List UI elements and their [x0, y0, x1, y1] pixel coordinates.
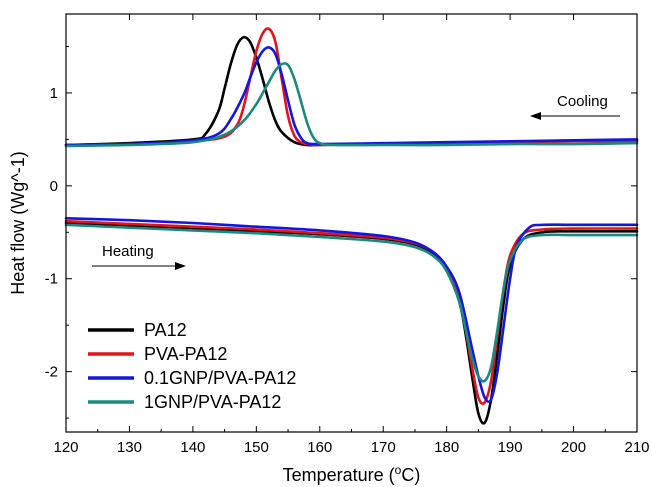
legend-label-pa12: PA12 [144, 320, 187, 340]
x-tick-label: 140 [180, 439, 205, 456]
y-axis-title: Heat flow (Wg^-1) [8, 151, 28, 294]
cooling-label: Cooling [557, 93, 608, 110]
x-axis: 120 130 140 150 160 170 180 190 200 210 [53, 14, 650, 456]
y-tick-label: 0 [50, 178, 58, 195]
x-tick-label: 190 [498, 439, 523, 456]
legend-label-1gnp: 1GNP/PVA-PA12 [144, 392, 281, 412]
y-axis: -2 -1 0 1 [45, 46, 637, 419]
x-tick-label: 150 [244, 439, 269, 456]
legend: PA12 PVA-PA12 0.1GNP/PVA-PA12 1GNP/PVA-P… [88, 320, 296, 412]
x-tick-label: 120 [53, 439, 78, 456]
y-tick-label: -1 [45, 271, 58, 288]
legend-item-pa12: PA12 [88, 320, 187, 340]
legend-item-1gnp: 1GNP/PVA-PA12 [88, 392, 281, 412]
x-tick-label: 210 [624, 439, 649, 456]
x-tick-label: 180 [434, 439, 459, 456]
annotations: Cooling Heating [92, 93, 620, 270]
heating-arrow-icon [92, 262, 186, 270]
series-line-cooling-1 [64, 27, 639, 147]
x-tick-label: 200 [561, 439, 586, 456]
series-line-cooling-3 [64, 62, 639, 148]
series-line-cooling-0 [64, 35, 639, 147]
x-tick-label: 160 [307, 439, 332, 456]
series-line-heating-2 [64, 217, 639, 404]
heating-label: Heating [102, 243, 154, 260]
legend-label-0.1gnp: 0.1GNP/PVA-PA12 [144, 368, 296, 388]
legend-label-pva-pa12: PVA-PA12 [144, 344, 227, 364]
series-layer [64, 27, 639, 425]
cooling-arrow-icon [530, 112, 620, 120]
series-line-cooling-2 [64, 46, 639, 147]
x-tick-label: 130 [117, 439, 142, 456]
series-line-heating-3 [64, 223, 639, 383]
x-axis-title-text: Temperature ( [283, 465, 395, 485]
x-axis-title: Temperature (oC) [283, 463, 421, 485]
legend-item-0.1gnp: 0.1GNP/PVA-PA12 [88, 368, 296, 388]
x-axis-title-unit: C) [401, 465, 420, 485]
y-tick-label: 1 [50, 85, 58, 102]
x-axis-title-degree: o [395, 463, 402, 477]
x-tick-label: 170 [371, 439, 396, 456]
legend-item-pva-pa12: PVA-PA12 [88, 344, 227, 364]
y-tick-label: -2 [45, 364, 58, 381]
